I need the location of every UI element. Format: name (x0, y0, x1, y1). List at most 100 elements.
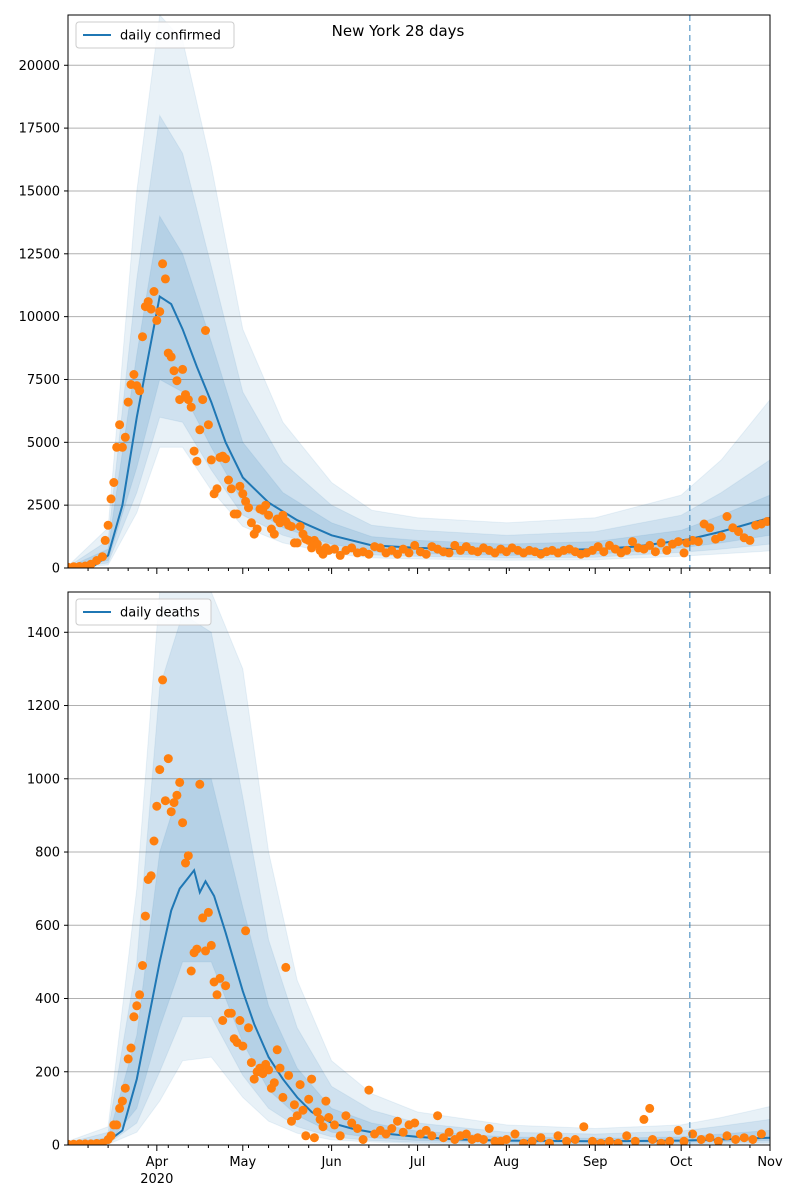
y-tick-label: 20000 (19, 59, 60, 74)
observed-point (731, 1135, 741, 1144)
observed-point (421, 1125, 431, 1135)
observed-point (281, 962, 291, 972)
observed-point (112, 1120, 122, 1130)
observed-point (201, 946, 210, 956)
observed-point (324, 1113, 334, 1122)
observed-point (479, 1135, 488, 1144)
observed-point (278, 1092, 288, 1102)
observed-point (203, 907, 213, 917)
observed-point (484, 1124, 494, 1133)
observed-point (679, 1136, 689, 1145)
y-tick-label: 12500 (19, 247, 60, 262)
y-tick-label: 17500 (19, 122, 60, 137)
observed-point (398, 1127, 408, 1137)
observed-point (158, 675, 168, 685)
x-tick-label: Jun (320, 1155, 341, 1170)
observed-point (123, 397, 133, 407)
observed-point (109, 478, 119, 487)
observed-point (135, 386, 145, 396)
y-tick-label: 1200 (27, 699, 60, 714)
legend-box (75, 21, 235, 49)
y-tick-label: 15000 (19, 184, 60, 199)
observed-point (272, 1045, 282, 1055)
band-mid (68, 613, 770, 1145)
observed-point (226, 1008, 236, 1018)
observed-point (613, 1138, 623, 1145)
observed-point (587, 1136, 597, 1145)
observed-point (224, 475, 233, 485)
x-tick-label: Oct (670, 1155, 692, 1170)
observed-point (169, 798, 179, 808)
y-tick-label: 0 (52, 1139, 60, 1154)
observed-point (639, 1114, 649, 1124)
observed-point (673, 1125, 683, 1135)
plot-area (68, 15, 770, 568)
axes-frame (67, 14, 771, 569)
observed-point (106, 1131, 116, 1141)
observed-point (596, 1138, 606, 1145)
observed-point (289, 1100, 299, 1110)
observed-point (275, 1063, 285, 1073)
observed-point (212, 484, 222, 494)
observed-point (693, 537, 703, 547)
observed-point (762, 517, 770, 526)
observed-point (158, 259, 168, 269)
observed-point (115, 1103, 125, 1113)
observed-point (295, 522, 305, 531)
observed-point (238, 1041, 248, 1051)
observed-point (198, 395, 208, 405)
panel-1: 0 2500 5000 7500 10000 12500 15000 17500 20000 da… (19, 14, 771, 577)
y-tick-label: 600 (35, 919, 60, 934)
plot-area (68, 592, 770, 1145)
observed-point (181, 858, 190, 868)
observed-point (160, 274, 170, 284)
observed-point (287, 1116, 296, 1126)
observed-point (264, 510, 274, 520)
observed-point (246, 1058, 256, 1068)
observed-point (232, 509, 242, 519)
observed-point (562, 1136, 572, 1145)
observed-point (295, 1080, 305, 1090)
observed-point (117, 442, 127, 452)
observed-point (645, 540, 655, 550)
observed-point (246, 518, 256, 528)
observed-point (238, 489, 248, 499)
observed-point (192, 456, 202, 466)
observed-point (206, 940, 216, 950)
observed-point (656, 538, 666, 548)
observed-point (358, 1135, 368, 1144)
observed-point (189, 446, 199, 456)
observed-point (544, 1138, 554, 1145)
legend: daily deaths (75, 598, 212, 626)
panel-2: 0 200 400 600 800 1000 1200 1400 Apr May Jun Jul Aug… (27, 591, 783, 1187)
observed-point (123, 1054, 133, 1064)
observed-point (261, 500, 271, 510)
observed-point (745, 535, 755, 545)
observed-point (648, 1135, 657, 1144)
observed-point (269, 1078, 279, 1088)
x-tick-label: Jul (409, 1155, 426, 1170)
observed-point (705, 523, 715, 533)
observed-point (284, 1070, 294, 1080)
observed-point (215, 973, 225, 983)
x-tick-label: Aug (494, 1155, 519, 1170)
observed-point (404, 548, 414, 558)
observed-point (304, 1094, 314, 1104)
observed-point (97, 552, 107, 562)
observed-point (364, 1085, 374, 1095)
observed-point (722, 1131, 732, 1141)
observed-point (100, 535, 110, 545)
observed-point (321, 1096, 331, 1106)
observed-point (192, 944, 202, 954)
observed-point (129, 370, 139, 379)
observed-point (716, 532, 726, 542)
observed-point (292, 1111, 302, 1121)
observed-point (221, 981, 231, 991)
observed-point (444, 1127, 454, 1137)
observed-point (195, 425, 205, 435)
observed-point (166, 352, 176, 362)
observed-point (722, 512, 732, 521)
observed-point (656, 1138, 666, 1145)
